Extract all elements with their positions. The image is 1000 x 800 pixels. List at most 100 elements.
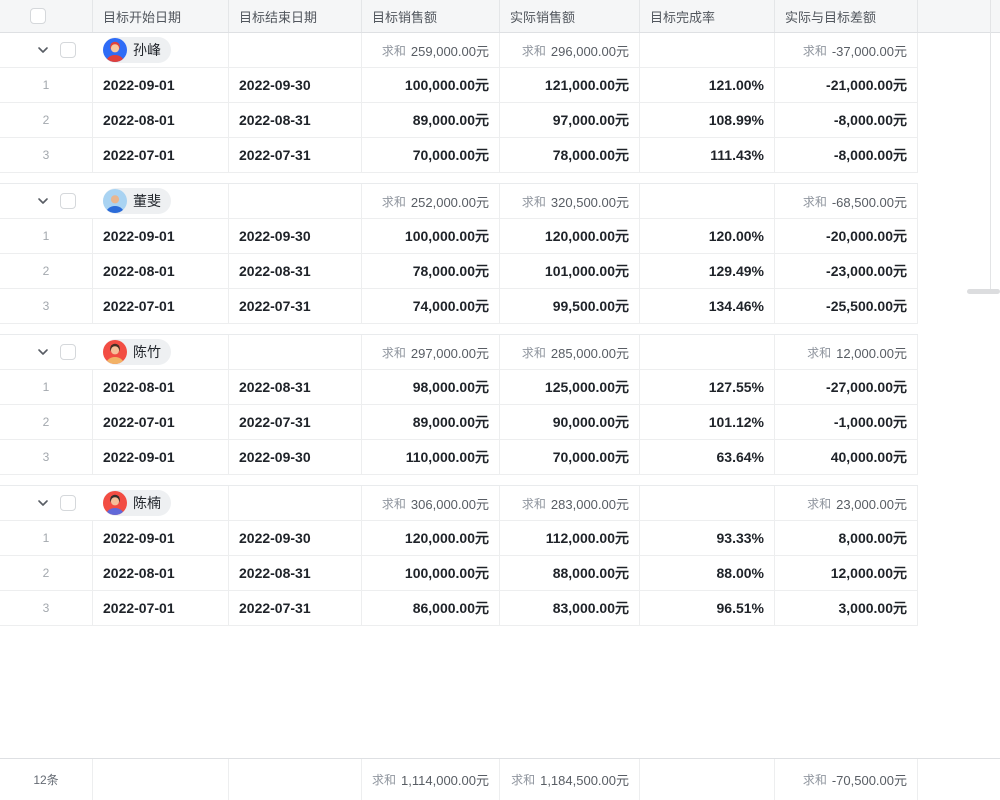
cell-difference[interactable]: 8,000.00元	[775, 521, 918, 555]
cell-difference[interactable]: -23,000.00元	[775, 254, 918, 288]
cell-completion-rate[interactable]: 120.00%	[640, 219, 775, 253]
cell-completion-rate[interactable]: 111.43%	[640, 138, 775, 172]
cell-target-start-date[interactable]: 2022-07-01	[93, 138, 229, 172]
cell-target-end-date[interactable]: 2022-08-31	[229, 556, 362, 590]
cell-actual-sales[interactable]: 78,000.00元	[500, 138, 640, 172]
group-checkbox[interactable]	[60, 42, 76, 58]
cell-target-sales[interactable]: 74,000.00元	[362, 289, 500, 323]
group-checkbox[interactable]	[60, 344, 76, 360]
cell-target-sales[interactable]: 78,000.00元	[362, 254, 500, 288]
cell-target-start-date[interactable]: 2022-08-01	[93, 254, 229, 288]
cell-target-sales[interactable]: 100,000.00元	[362, 68, 500, 102]
cell-target-end-date[interactable]: 2022-08-31	[229, 254, 362, 288]
cell-difference[interactable]: -1,000.00元	[775, 405, 918, 439]
chevron-down-icon[interactable]	[36, 496, 50, 510]
group-sum-diff[interactable]: 求和 -37,000.00元	[775, 33, 918, 67]
cell-completion-rate[interactable]: 127.55%	[640, 370, 775, 404]
cell-completion-rate[interactable]: 108.99%	[640, 103, 775, 137]
cell-target-end-date[interactable]: 2022-09-30	[229, 440, 362, 474]
cell-target-end-date[interactable]: 2022-08-31	[229, 103, 362, 137]
cell-target-start-date[interactable]: 2022-08-01	[93, 103, 229, 137]
cell-difference[interactable]: -27,000.00元	[775, 370, 918, 404]
cell-target-start-date[interactable]: 2022-09-01	[93, 440, 229, 474]
cell-actual-sales[interactable]: 101,000.00元	[500, 254, 640, 288]
col-header-target-end-date[interactable]: 目标结束日期	[229, 0, 362, 32]
cell-difference[interactable]: -21,000.00元	[775, 68, 918, 102]
cell-completion-rate[interactable]: 88.00%	[640, 556, 775, 590]
cell-target-end-date[interactable]: 2022-09-30	[229, 68, 362, 102]
group-sum-diff[interactable]: 求和 -68,500.00元	[775, 184, 918, 218]
cell-target-end-date[interactable]: 2022-09-30	[229, 521, 362, 555]
cell-target-sales[interactable]: 89,000.00元	[362, 103, 500, 137]
cell-difference[interactable]: -25,500.00元	[775, 289, 918, 323]
person-tag[interactable]: 陈竹	[103, 339, 171, 365]
cell-target-end-date[interactable]: 2022-08-31	[229, 370, 362, 404]
cell-target-sales[interactable]: 86,000.00元	[362, 591, 500, 625]
cell-target-start-date[interactable]: 2022-07-01	[93, 289, 229, 323]
col-header-difference[interactable]: 实际与目标差额	[775, 0, 918, 32]
chevron-down-icon[interactable]	[36, 43, 50, 57]
cell-actual-sales[interactable]: 83,000.00元	[500, 591, 640, 625]
col-header-actual-sales[interactable]: 实际销售额	[500, 0, 640, 32]
cell-completion-rate[interactable]: 134.46%	[640, 289, 775, 323]
group-name-cell[interactable]: 孙峰	[0, 33, 229, 67]
cell-actual-sales[interactable]: 120,000.00元	[500, 219, 640, 253]
cell-completion-rate[interactable]: 63.64%	[640, 440, 775, 474]
group-name-cell[interactable]: 董斐	[0, 184, 229, 218]
group-sum-target[interactable]: 求和 252,000.00元	[362, 184, 500, 218]
cell-target-start-date[interactable]: 2022-08-01	[93, 556, 229, 590]
group-sum-actual[interactable]: 求和 283,000.00元	[500, 486, 640, 520]
cell-difference[interactable]: -8,000.00元	[775, 138, 918, 172]
group-checkbox[interactable]	[60, 193, 76, 209]
cell-actual-sales[interactable]: 125,000.00元	[500, 370, 640, 404]
group-name-cell[interactable]: 陈楠	[0, 486, 229, 520]
scrollbar-thumb[interactable]	[967, 289, 1000, 294]
cell-target-start-date[interactable]: 2022-09-01	[93, 219, 229, 253]
group-sum-target[interactable]: 求和 259,000.00元	[362, 33, 500, 67]
cell-actual-sales[interactable]: 97,000.00元	[500, 103, 640, 137]
cell-difference[interactable]: 12,000.00元	[775, 556, 918, 590]
col-header-completion-rate[interactable]: 目标完成率	[640, 0, 775, 32]
group-name-cell[interactable]: 陈竹	[0, 335, 229, 369]
group-sum-target[interactable]: 求和 306,000.00元	[362, 486, 500, 520]
cell-target-end-date[interactable]: 2022-07-31	[229, 289, 362, 323]
cell-target-end-date[interactable]: 2022-07-31	[229, 405, 362, 439]
cell-actual-sales[interactable]: 99,500.00元	[500, 289, 640, 323]
chevron-down-icon[interactable]	[36, 345, 50, 359]
cell-actual-sales[interactable]: 70,000.00元	[500, 440, 640, 474]
person-tag[interactable]: 陈楠	[103, 490, 171, 516]
cell-target-sales[interactable]: 89,000.00元	[362, 405, 500, 439]
cell-actual-sales[interactable]: 112,000.00元	[500, 521, 640, 555]
cell-target-start-date[interactable]: 2022-08-01	[93, 370, 229, 404]
footer-sum-target-sales[interactable]: 求和 1,114,000.00元	[362, 759, 500, 800]
cell-actual-sales[interactable]: 88,000.00元	[500, 556, 640, 590]
cell-difference[interactable]: 3,000.00元	[775, 591, 918, 625]
cell-target-sales[interactable]: 100,000.00元	[362, 556, 500, 590]
person-tag[interactable]: 孙峰	[103, 37, 171, 63]
col-header-target-start-date[interactable]: 目标开始日期	[93, 0, 229, 32]
cell-target-sales[interactable]: 70,000.00元	[362, 138, 500, 172]
cell-target-end-date[interactable]: 2022-07-31	[229, 591, 362, 625]
select-all-checkbox[interactable]	[30, 8, 46, 24]
group-sum-diff[interactable]: 求和 23,000.00元	[775, 486, 918, 520]
cell-target-sales[interactable]: 110,000.00元	[362, 440, 500, 474]
footer-sum-difference[interactable]: 求和 -70,500.00元	[775, 759, 918, 800]
group-sum-actual[interactable]: 求和 296,000.00元	[500, 33, 640, 67]
chevron-down-icon[interactable]	[36, 194, 50, 208]
cell-completion-rate[interactable]: 96.51%	[640, 591, 775, 625]
group-sum-actual[interactable]: 求和 320,500.00元	[500, 184, 640, 218]
group-checkbox[interactable]	[60, 495, 76, 511]
cell-target-start-date[interactable]: 2022-07-01	[93, 405, 229, 439]
cell-target-sales[interactable]: 98,000.00元	[362, 370, 500, 404]
cell-target-start-date[interactable]: 2022-07-01	[93, 591, 229, 625]
cell-completion-rate[interactable]: 129.49%	[640, 254, 775, 288]
cell-difference[interactable]: 40,000.00元	[775, 440, 918, 474]
cell-actual-sales[interactable]: 90,000.00元	[500, 405, 640, 439]
cell-target-sales[interactable]: 120,000.00元	[362, 521, 500, 555]
cell-target-sales[interactable]: 100,000.00元	[362, 219, 500, 253]
cell-difference[interactable]: -20,000.00元	[775, 219, 918, 253]
cell-target-start-date[interactable]: 2022-09-01	[93, 68, 229, 102]
group-sum-diff[interactable]: 求和 12,000.00元	[775, 335, 918, 369]
person-tag[interactable]: 董斐	[103, 188, 171, 214]
cell-completion-rate[interactable]: 121.00%	[640, 68, 775, 102]
